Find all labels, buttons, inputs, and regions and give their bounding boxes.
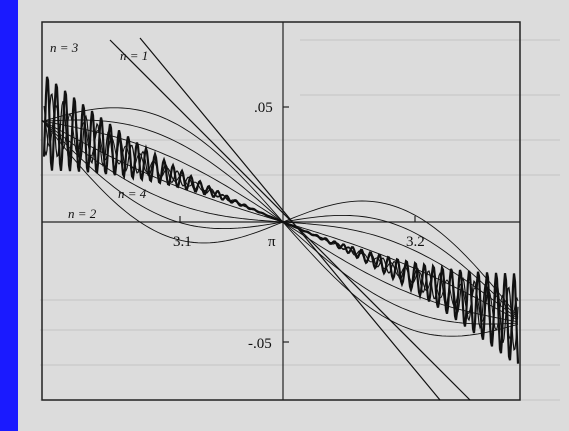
bleed-through	[40, 39, 560, 401]
ticks	[179, 106, 416, 343]
curve	[41, 107, 519, 337]
x-tick-label: 3.2	[406, 234, 425, 250]
curve	[41, 119, 519, 319]
curve	[41, 119, 519, 317]
x-tick-label: π	[268, 234, 276, 250]
annotation: n = 2	[68, 206, 97, 221]
annotation: n = 1	[120, 48, 148, 63]
curves	[41, 37, 520, 401]
curve	[43, 104, 519, 340]
annotation: n = 3	[50, 40, 79, 55]
plot-frame	[41, 21, 521, 401]
annotation: n = 4	[118, 186, 147, 201]
scan-background	[18, 0, 569, 431]
x-tick-label: 3.1	[173, 234, 192, 250]
y-tick-label: .05	[254, 100, 273, 116]
y-tick-label: -.05	[248, 336, 272, 352]
